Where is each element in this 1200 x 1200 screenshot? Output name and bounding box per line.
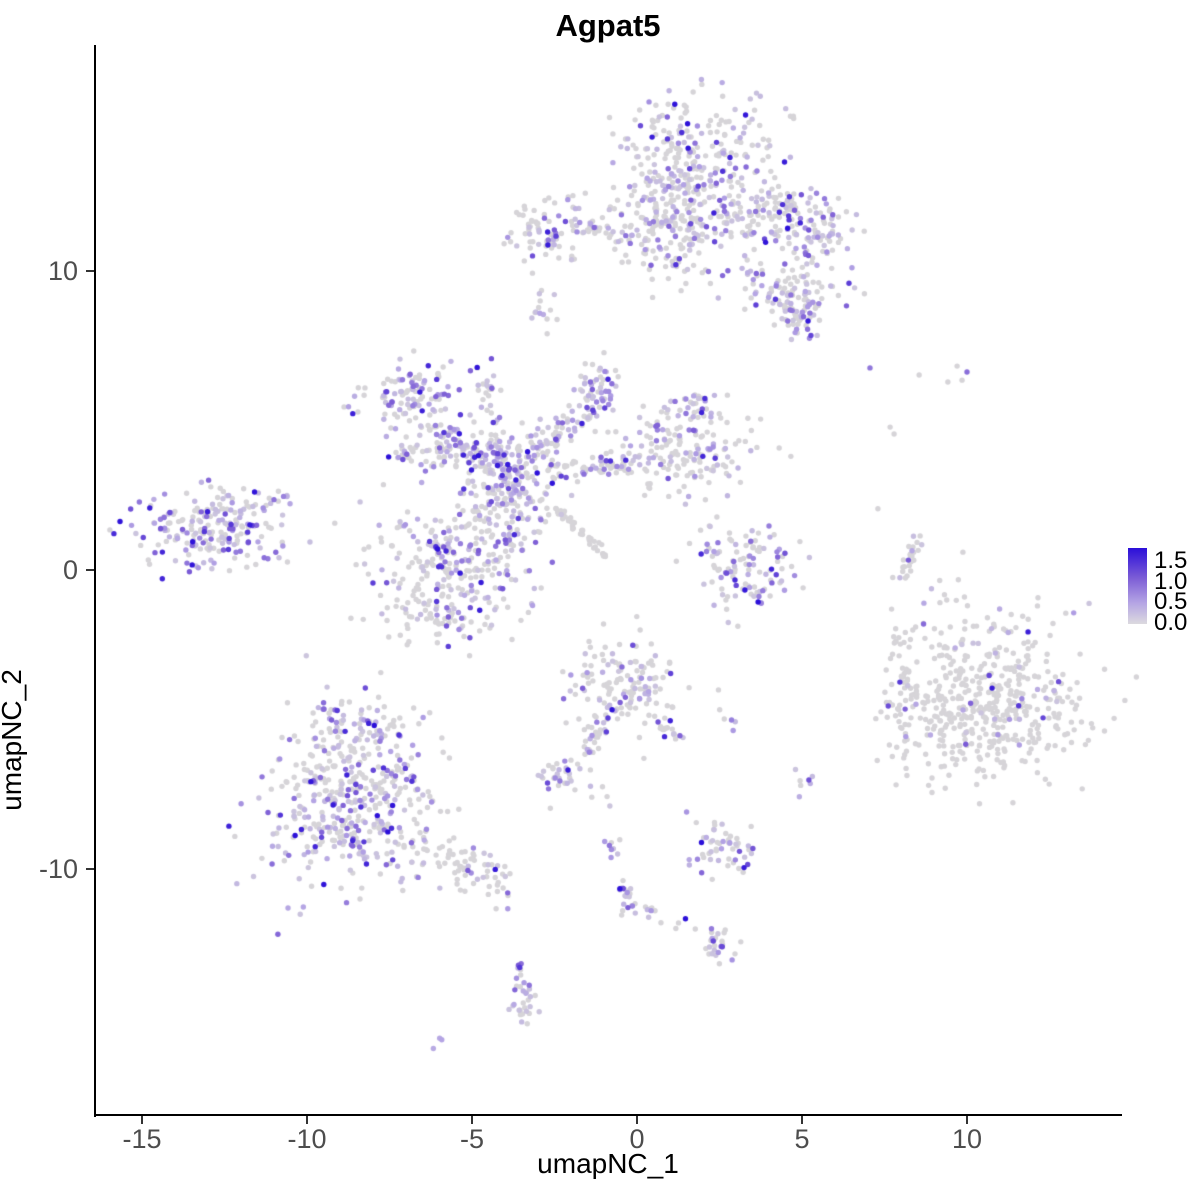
x-tick-label: -5 [459,1124,484,1154]
legend-gradient-bar [1128,548,1147,624]
x-tick-mark [801,1116,803,1124]
y-tick-mark [86,569,94,571]
y-axis-title: umapNC_2 [0,669,27,811]
plot-title: Agpat5 [555,8,661,43]
x-tick-mark [636,1116,638,1124]
y-tick-label: -10 [38,854,78,884]
x-tick-mark [141,1116,143,1124]
x-tick-label: -10 [287,1124,327,1154]
y-tick-mark [86,868,94,870]
y-tick-label: 0 [62,555,78,585]
legend-label: 0.0 [1154,609,1188,637]
x-tick-mark [306,1116,308,1124]
legend-label: 1.0 [1154,567,1188,595]
legend-label: 1.5 [1154,547,1188,574]
x-tick-mark [966,1116,968,1124]
y-tick-mark [86,270,94,272]
x-tick-label: 0 [629,1124,645,1154]
x-tick-label: 10 [951,1124,983,1154]
x-tick-label: -15 [122,1124,162,1154]
y-axis-line [94,45,96,1117]
x-tick-mark [471,1116,473,1124]
x-axis-title: umapNC_1 [537,1148,679,1179]
x-tick-label: 5 [794,1124,810,1154]
legend-label: 0.5 [1154,588,1188,616]
y-tick-label: 10 [47,256,78,286]
x-axis-line [94,1114,1122,1116]
